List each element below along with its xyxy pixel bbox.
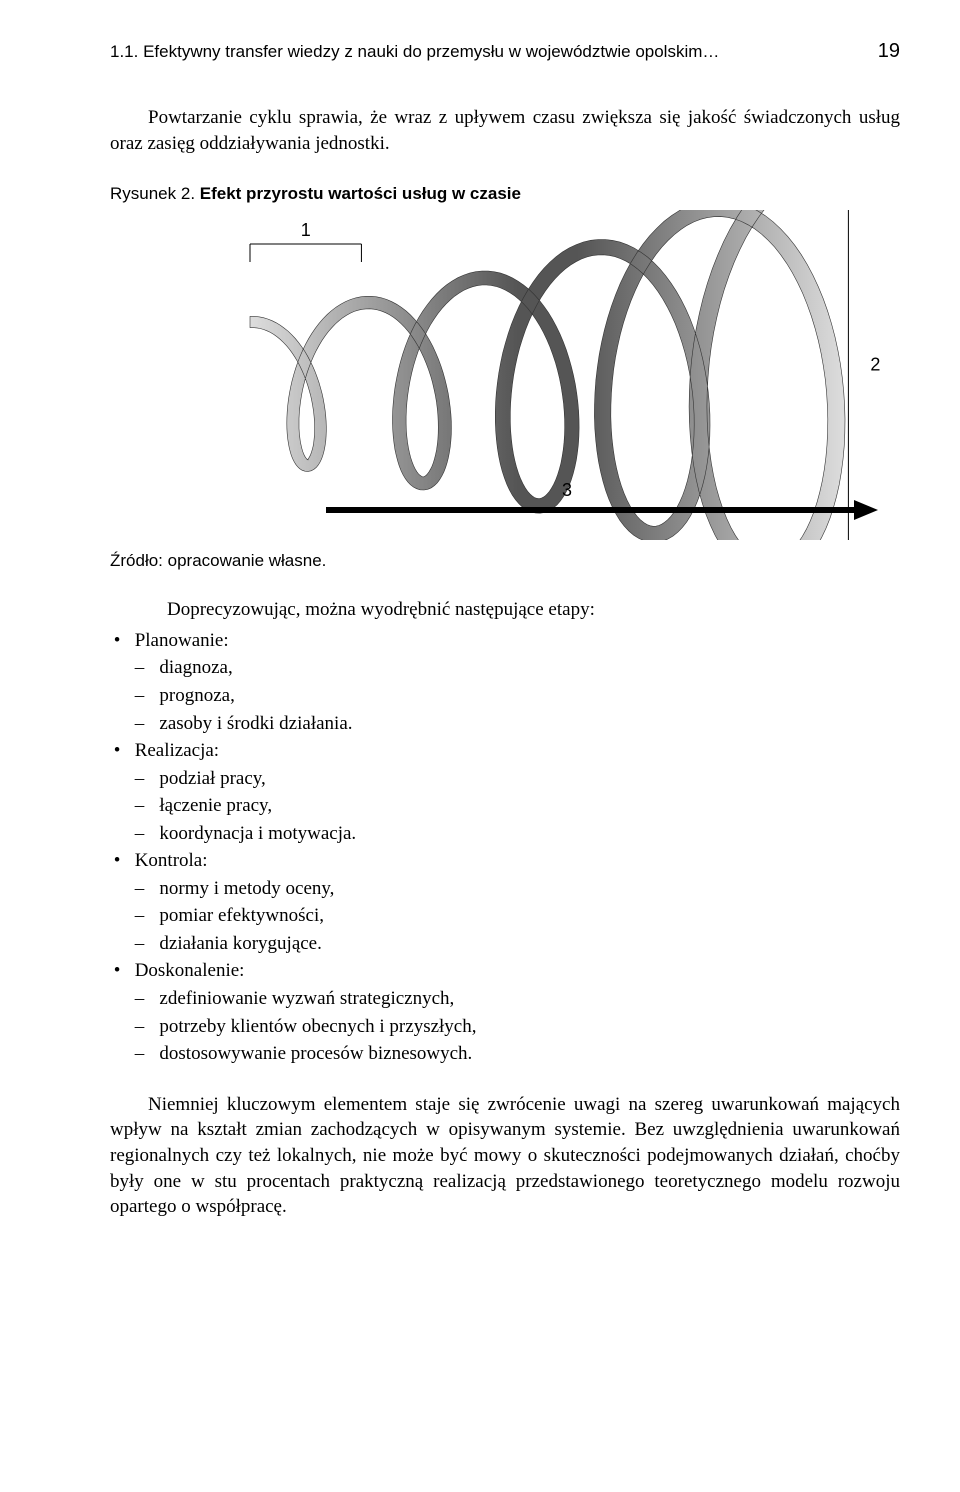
spiral-ribbon [250, 210, 845, 540]
stages-lead: Doprecyzowując, można wyodrębnić następu… [110, 597, 900, 623]
stage-subitem: zasoby i środki działania. [110, 710, 900, 738]
stage-item: Kontrola: normy i metody oceny,pomiar efe… [110, 847, 900, 957]
closing-paragraph: Niemniej kluczowym elementem staje się z… [110, 1092, 900, 1220]
stage-sublist: diagnoza,prognoza,zasoby i środki działa… [110, 654, 900, 737]
stage-subitem: koordynacja i motywacja. [110, 820, 900, 848]
spiral-figure: 1 2 3 [110, 210, 900, 545]
stage-subitem: pomiar efektywności, [110, 902, 900, 930]
stage-title: Kontrola: [135, 850, 208, 871]
stage-subitem: normy i metody oceny, [110, 875, 900, 903]
stage-subitem: zdefiniowanie wyzwań strategicznych, [110, 985, 900, 1013]
stage-subitem: działania korygujące. [110, 930, 900, 958]
figure-source: Źródło: opracowanie własne. [110, 551, 900, 571]
figure-caption: Rysunek 2. Efekt przyrostu wartości usłu… [110, 184, 900, 204]
stage-sublist: normy i metody oceny,pomiar efektywności… [110, 875, 900, 958]
stage-title: Doskonalenie: [135, 960, 245, 981]
figure-label-3: 3 [562, 480, 572, 500]
running-title: 1.1. Efektywny transfer wiedzy z nauki d… [110, 42, 719, 62]
stage-sublist: zdefiniowanie wyzwań strategicznych,potr… [110, 985, 900, 1068]
stage-item: Doskonalenie: zdefiniowanie wyzwań strate… [110, 957, 900, 1067]
stage-subitem: łączenie pracy, [110, 792, 900, 820]
bracket-1 [250, 244, 361, 262]
figure-caption-title: Efekt przyrostu wartości usług w czasie [200, 184, 521, 203]
stage-subitem: diagnoza, [110, 654, 900, 682]
stage-sublist: podział pracy,łączenie pracy,koordynacja… [110, 765, 900, 848]
figure-label-2: 2 [870, 355, 880, 375]
time-arrow-head [854, 500, 878, 520]
stages-list: Planowanie: diagnoza,prognoza,zasoby i śr… [110, 627, 900, 1068]
stage-item: Planowanie: diagnoza,prognoza,zasoby i śr… [110, 627, 900, 737]
stage-item: Realizacja: podział pracy,łączenie pracy,… [110, 737, 900, 847]
stage-subitem: podział pracy, [110, 765, 900, 793]
figure-label-1: 1 [301, 220, 311, 240]
stage-subitem: potrzeby klientów obecnych i przyszłych, [110, 1013, 900, 1041]
page-number: 19 [878, 40, 900, 63]
stage-title: Planowanie: [135, 630, 229, 651]
figure-caption-prefix: Rysunek 2. [110, 184, 200, 203]
running-header: 1.1. Efektywny transfer wiedzy z nauki d… [110, 40, 900, 63]
time-arrow-shaft [326, 507, 854, 513]
stage-subitem: dostosowywanie procesów biznesowych. [110, 1040, 900, 1068]
stage-subitem: prognoza, [110, 682, 900, 710]
intro-paragraph: Powtarzanie cyklu sprawia, że wraz z upł… [110, 105, 900, 156]
stage-title: Realizacja: [135, 740, 219, 761]
